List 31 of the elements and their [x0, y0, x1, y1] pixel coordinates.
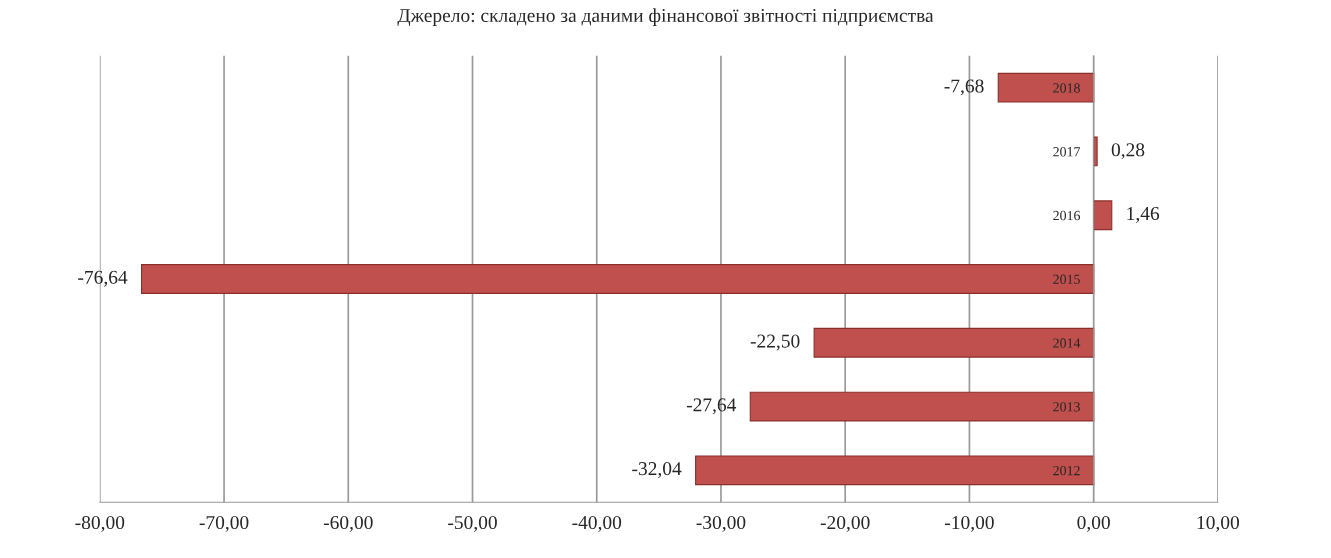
data-label: -22,50	[750, 334, 800, 351]
y-tick-label: 2012	[1053, 465, 1080, 476]
x-tick-label: 0,00	[1077, 515, 1110, 532]
bar	[997, 72, 1095, 103]
data-label: -32,04	[632, 462, 682, 478]
y-tick-label: 2018	[1053, 83, 1080, 93]
x-tick-label: -10,00	[945, 515, 994, 532]
data-label: -27,64	[686, 398, 737, 415]
bar	[1093, 200, 1113, 231]
x-tick-label: -40,00	[572, 515, 622, 532]
x-tick-label: -80,00	[75, 515, 125, 532]
y-tick-label: 2014	[1053, 338, 1081, 348]
x-tick-label: -50,00	[448, 515, 497, 532]
y-tick-label: 2016	[1053, 210, 1081, 221]
bar	[749, 391, 1095, 422]
x-tick-label: -30,00	[696, 515, 746, 532]
data-label: -7,68	[944, 79, 984, 96]
data-label: -76,64	[78, 270, 128, 287]
bar	[695, 455, 1095, 486]
x-tick-label: -70,00	[199, 515, 249, 532]
bar	[141, 264, 1095, 294]
x-tick-label: -20,00	[820, 515, 870, 532]
y-tick-label: 2015	[1053, 274, 1080, 284]
text: Джерело: складено за даними фінансової звітності підприємства	[397, 8, 934, 26]
data-label: 0,28	[1111, 143, 1145, 160]
y-tick-label: 2017	[1053, 147, 1081, 157]
x-tick-label: 10,00	[1197, 515, 1239, 532]
y-tick-label: 2013	[1053, 402, 1080, 412]
bar	[813, 327, 1095, 358]
data-label: 1,46	[1127, 207, 1160, 223]
x-tick-label: -60,00	[323, 515, 373, 532]
